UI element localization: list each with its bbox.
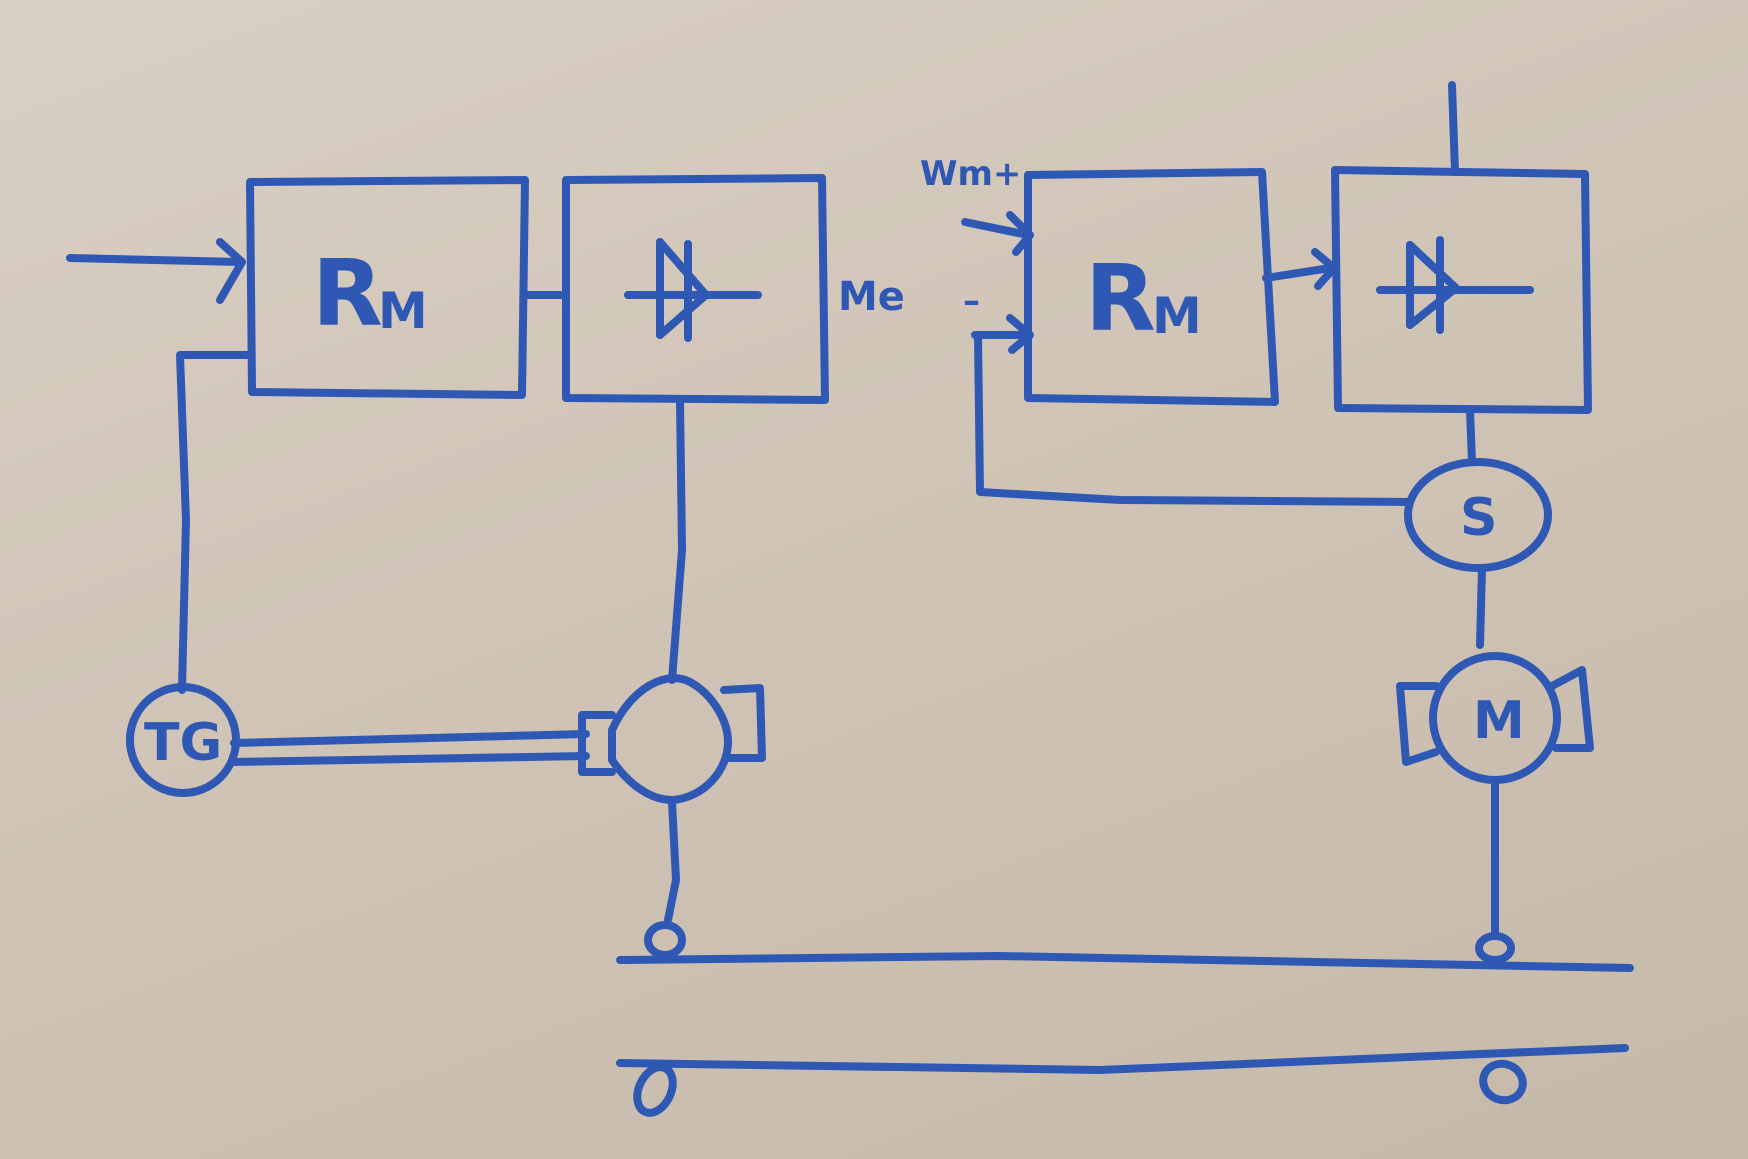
- right-thyristor-icon: [1376, 236, 1534, 334]
- left-output-label: Me: [838, 274, 905, 320]
- right-motor-brush-right: [1548, 666, 1594, 752]
- left-terminal-bottom: [633, 1063, 677, 1117]
- right-feedback-wire: [974, 331, 1412, 506]
- left-motor-brush-left: [578, 711, 616, 776]
- lower-rail: [616, 1044, 1629, 1074]
- left-terminal-top: [644, 921, 686, 959]
- right-terminal-bottom: [1479, 1059, 1527, 1105]
- right-converter-block: [1331, 166, 1592, 414]
- right-converter-sensor-wire: [1466, 406, 1476, 466]
- tacho-generator-label: TG: [144, 713, 222, 773]
- right-plus-input-wire: [961, 218, 1032, 239]
- left-converter-block: [562, 174, 829, 404]
- left-thyristor-icon: [624, 238, 762, 342]
- left-input-wire: [66, 254, 244, 266]
- left-circuit: R M Me TG: [66, 174, 905, 1117]
- right-supply-line: [1448, 81, 1459, 176]
- left-feedback-wire: [176, 351, 254, 694]
- right-input-plus-label: Wm+: [920, 154, 1021, 194]
- shaft-line-top: [230, 730, 590, 747]
- right-controller-subscript: M: [1152, 287, 1202, 345]
- upper-rail: [616, 952, 1634, 972]
- right-motor-brush-left: [1396, 682, 1440, 766]
- left-controller-subscript: M: [378, 282, 428, 340]
- left-controller-label: R: [312, 240, 383, 347]
- right-motor-label: M: [1473, 691, 1525, 751]
- right-terminal-top: [1475, 932, 1515, 964]
- right-input-minus-label: –: [963, 281, 980, 321]
- right-controller-block: [1024, 168, 1279, 406]
- current-sensor-label: S: [1460, 488, 1497, 548]
- left-converter-motor-wire: [668, 396, 686, 684]
- left-motor-body: [608, 674, 732, 804]
- right-sensor-motor-wire: [1476, 564, 1486, 649]
- right-circuit: Wm+ – R M S: [920, 81, 1594, 1105]
- left-input-arrowhead: [216, 238, 246, 304]
- left-motor-brush-right: [720, 684, 766, 762]
- right-controller-label: R: [1085, 245, 1156, 352]
- left-controller-block: [246, 176, 529, 399]
- shaft-line-bottom: [230, 752, 590, 766]
- right-controller-converter-wire: [1262, 264, 1334, 282]
- left-motor-ground-wire: [664, 798, 680, 924]
